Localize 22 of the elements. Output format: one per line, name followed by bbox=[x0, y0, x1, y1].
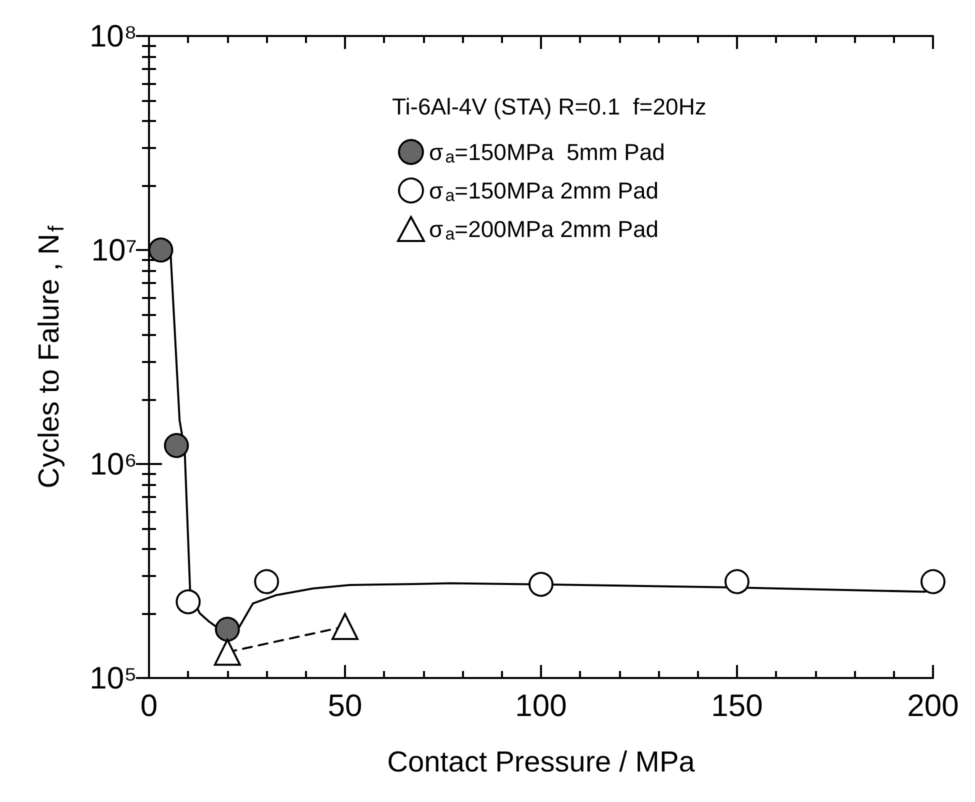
legend-title: Ti-6Al-4V (STA) R=0.1 f=20Hz bbox=[392, 94, 706, 120]
x-tick-label: 100 bbox=[515, 688, 567, 723]
y-axis-title: Cycles to Falure , Nf bbox=[34, 224, 68, 488]
point bbox=[724, 569, 750, 594]
y-tick-label: 10⁶ bbox=[90, 446, 137, 482]
x-axis-title: Contact Pressure / MPa bbox=[387, 746, 696, 778]
point bbox=[528, 572, 554, 597]
point bbox=[254, 569, 280, 594]
x-tick-label: 0 bbox=[140, 688, 158, 723]
point bbox=[332, 613, 358, 640]
y-tick-label: 10⁵ bbox=[90, 660, 137, 696]
point bbox=[176, 589, 201, 614]
point bbox=[214, 638, 241, 666]
x-tick-label: 150 bbox=[711, 688, 763, 723]
point bbox=[920, 569, 946, 594]
y-tick-label: 10⁷ bbox=[91, 232, 137, 268]
x-tick-label: 200 bbox=[907, 688, 959, 723]
point bbox=[214, 616, 240, 642]
point bbox=[164, 433, 189, 458]
point bbox=[148, 238, 174, 262]
y-tick-label: 10⁸ bbox=[89, 18, 137, 54]
x-tick-label: 50 bbox=[328, 688, 362, 723]
